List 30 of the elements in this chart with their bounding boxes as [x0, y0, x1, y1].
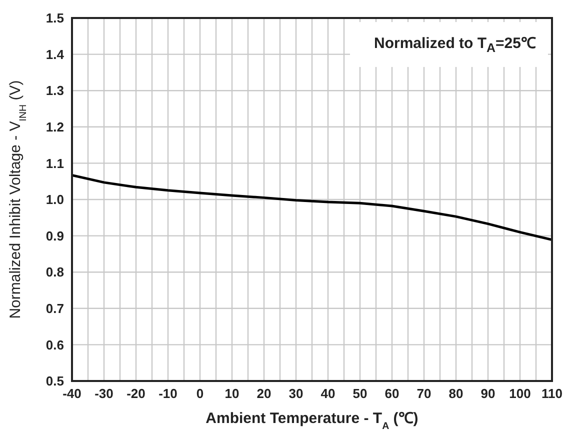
x-tick-label: 10	[224, 386, 240, 402]
x-tick-label: 70	[416, 386, 432, 402]
x-tick-label: -20	[126, 386, 146, 402]
x-tick-label: -10	[158, 386, 178, 402]
y-tick-label: 1.2	[46, 120, 64, 135]
y-tick-label: 1.5	[46, 10, 64, 26]
y-tick-label: 0.6	[46, 337, 64, 352]
x-tick-label: -40	[62, 386, 82, 402]
x-tick-label: 40	[320, 386, 336, 402]
x-tick-label: 80	[448, 386, 464, 402]
x-tick-label: 60	[384, 386, 400, 402]
annotation: Normalized to T$_{A}$=25℃	[350, 22, 548, 67]
x-tick-label: 20	[256, 386, 272, 402]
x-tick-label: 110	[542, 386, 562, 402]
y-tick-label: 0.8	[46, 264, 64, 280]
y-tick-label: 1.1	[46, 156, 64, 171]
x-tick-label: 50	[352, 386, 368, 402]
y-tick-label: 1.4	[46, 46, 65, 62]
x-tick-label: 30	[288, 386, 304, 402]
y-tick-label: 0.5	[46, 374, 64, 389]
x-axis-title: Ambient Temperature - T$_{A}$ (℃)	[206, 410, 418, 432]
y-tick-label: 0.9	[46, 228, 64, 244]
x-tick-label: 100	[509, 386, 531, 402]
y-tick-label: 1.0	[46, 192, 64, 208]
line-series	[72, 174, 552, 242]
x-tick-label: -30	[94, 386, 114, 402]
y-tick-label: 0.7	[46, 301, 64, 316]
y-tick-label: 1.3	[46, 83, 64, 98]
x-tick-label: 0	[196, 386, 204, 402]
x-tick-label: 90	[480, 386, 496, 402]
